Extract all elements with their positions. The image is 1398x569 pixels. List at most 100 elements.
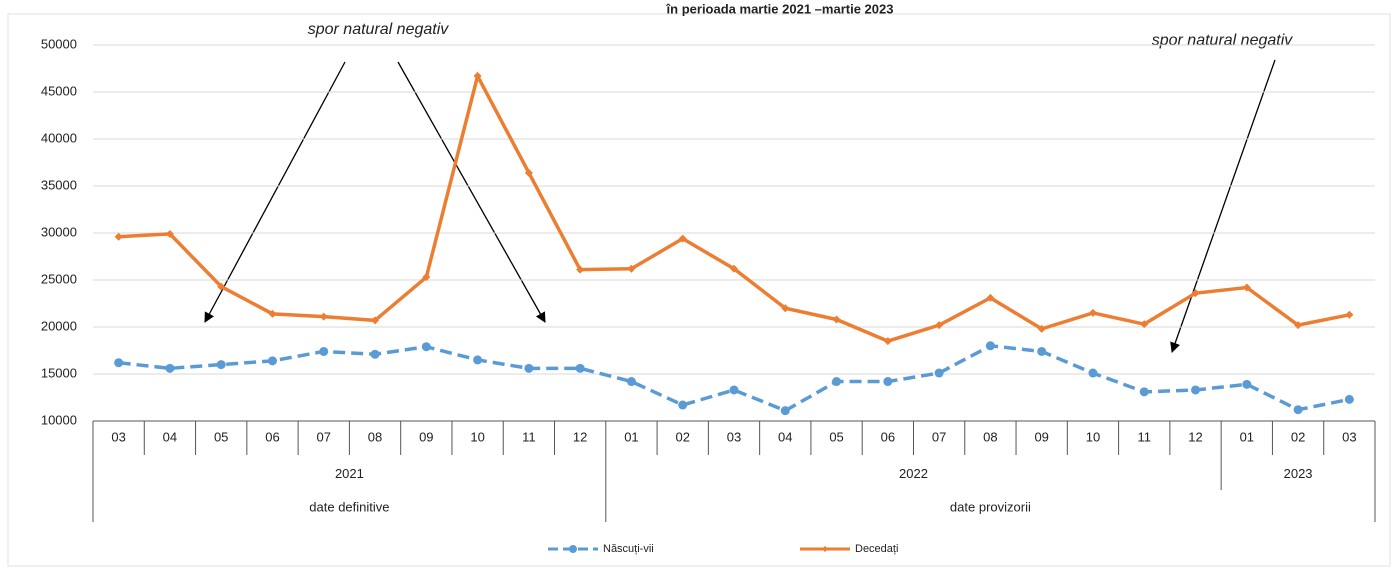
x-tick-label: 11 [522, 429, 536, 444]
point [524, 168, 533, 177]
point [1242, 283, 1251, 292]
y-tick-label: 50000 [41, 36, 77, 51]
x-tick-label: 02 [675, 429, 689, 444]
point [319, 312, 328, 321]
x-tick-label: 03 [111, 429, 125, 444]
point [832, 377, 842, 387]
point [114, 358, 124, 368]
x-tick-label: 11 [1137, 429, 1151, 444]
x-tick-label: 09 [419, 429, 433, 444]
point [268, 309, 277, 318]
x-tick-label: 03 [727, 429, 741, 444]
point [216, 360, 226, 370]
point [985, 341, 995, 351]
legend-label: Născuți-vii [603, 543, 654, 555]
annotation: spor natural negativ [308, 21, 450, 38]
x-tick-label: 12 [573, 429, 587, 444]
legend-marker [569, 545, 577, 553]
legend-label: Decedați [855, 543, 898, 555]
chart-title: în perioada martie 2021 –martie 2023 [666, 1, 894, 16]
point [421, 342, 431, 352]
annotation: spor natural negativ [1152, 32, 1294, 49]
point [678, 400, 688, 410]
x-tick-label: 12 [1188, 429, 1202, 444]
point [1242, 379, 1252, 389]
point [935, 321, 944, 330]
x-tick-label: 04 [163, 429, 177, 444]
point [1088, 368, 1098, 378]
year-label: 2021 [335, 466, 364, 481]
x-tick-label: 07 [317, 429, 331, 444]
point [524, 363, 534, 373]
point [576, 265, 585, 274]
series-line [118, 71, 1350, 343]
x-tick-label: 09 [1034, 429, 1048, 444]
point [678, 234, 687, 243]
point [934, 368, 944, 378]
y-tick-label: 40000 [41, 130, 77, 145]
point [627, 264, 636, 273]
point [114, 232, 123, 241]
x-tick-label: 10 [470, 429, 484, 444]
point [473, 355, 483, 365]
x-tick-label: 01 [1240, 429, 1254, 444]
arrow [1170, 59, 1276, 353]
y-tick-label: 35000 [41, 177, 77, 192]
point [1344, 394, 1354, 404]
point [883, 337, 892, 346]
point [1037, 324, 1046, 333]
x-tick-label: 04 [778, 429, 792, 444]
point [370, 349, 380, 359]
x-tick-label: 06 [881, 429, 895, 444]
point [1293, 405, 1303, 415]
x-tick-label: 08 [983, 429, 997, 444]
point [165, 363, 175, 373]
x-tick-label: 03 [1342, 429, 1356, 444]
point [575, 363, 585, 373]
point [1139, 387, 1149, 397]
point [422, 273, 431, 282]
point [371, 316, 380, 325]
point [626, 377, 636, 387]
x-tick-label: 06 [265, 429, 279, 444]
group-label: date definitive [309, 499, 389, 514]
x-tick-label: 07 [932, 429, 946, 444]
point [832, 315, 841, 324]
group-label: date provizorii [950, 499, 1031, 514]
point [267, 356, 277, 366]
y-tick-label: 20000 [41, 318, 77, 333]
series-line [118, 344, 1350, 413]
year-label: 2023 [1284, 466, 1313, 481]
year-label: 2022 [899, 466, 928, 481]
arrow [204, 61, 346, 323]
point [1294, 321, 1303, 330]
point [1345, 310, 1354, 319]
point [1191, 385, 1201, 395]
point [1140, 320, 1149, 329]
x-tick-label: 01 [624, 429, 638, 444]
arrow [397, 61, 546, 323]
point [986, 293, 995, 302]
point [1037, 346, 1047, 356]
y-tick-label: 10000 [41, 412, 77, 427]
x-tick-label: 05 [829, 429, 843, 444]
x-tick-label: 10 [1086, 429, 1100, 444]
x-tick-label: 05 [214, 429, 228, 444]
point [780, 406, 790, 416]
point [1088, 308, 1097, 317]
y-tick-label: 45000 [41, 83, 77, 98]
point [729, 385, 739, 395]
y-tick-label: 25000 [41, 271, 77, 286]
y-tick-label: 15000 [41, 365, 77, 380]
y-tick-label: 30000 [41, 224, 77, 239]
point [781, 304, 790, 313]
point [883, 377, 893, 387]
point [730, 264, 738, 273]
point [165, 229, 174, 238]
chart-border [7, 13, 1391, 567]
point [319, 346, 329, 356]
legend-marker [822, 546, 828, 552]
point [473, 72, 482, 81]
x-tick-label: 02 [1291, 429, 1305, 444]
